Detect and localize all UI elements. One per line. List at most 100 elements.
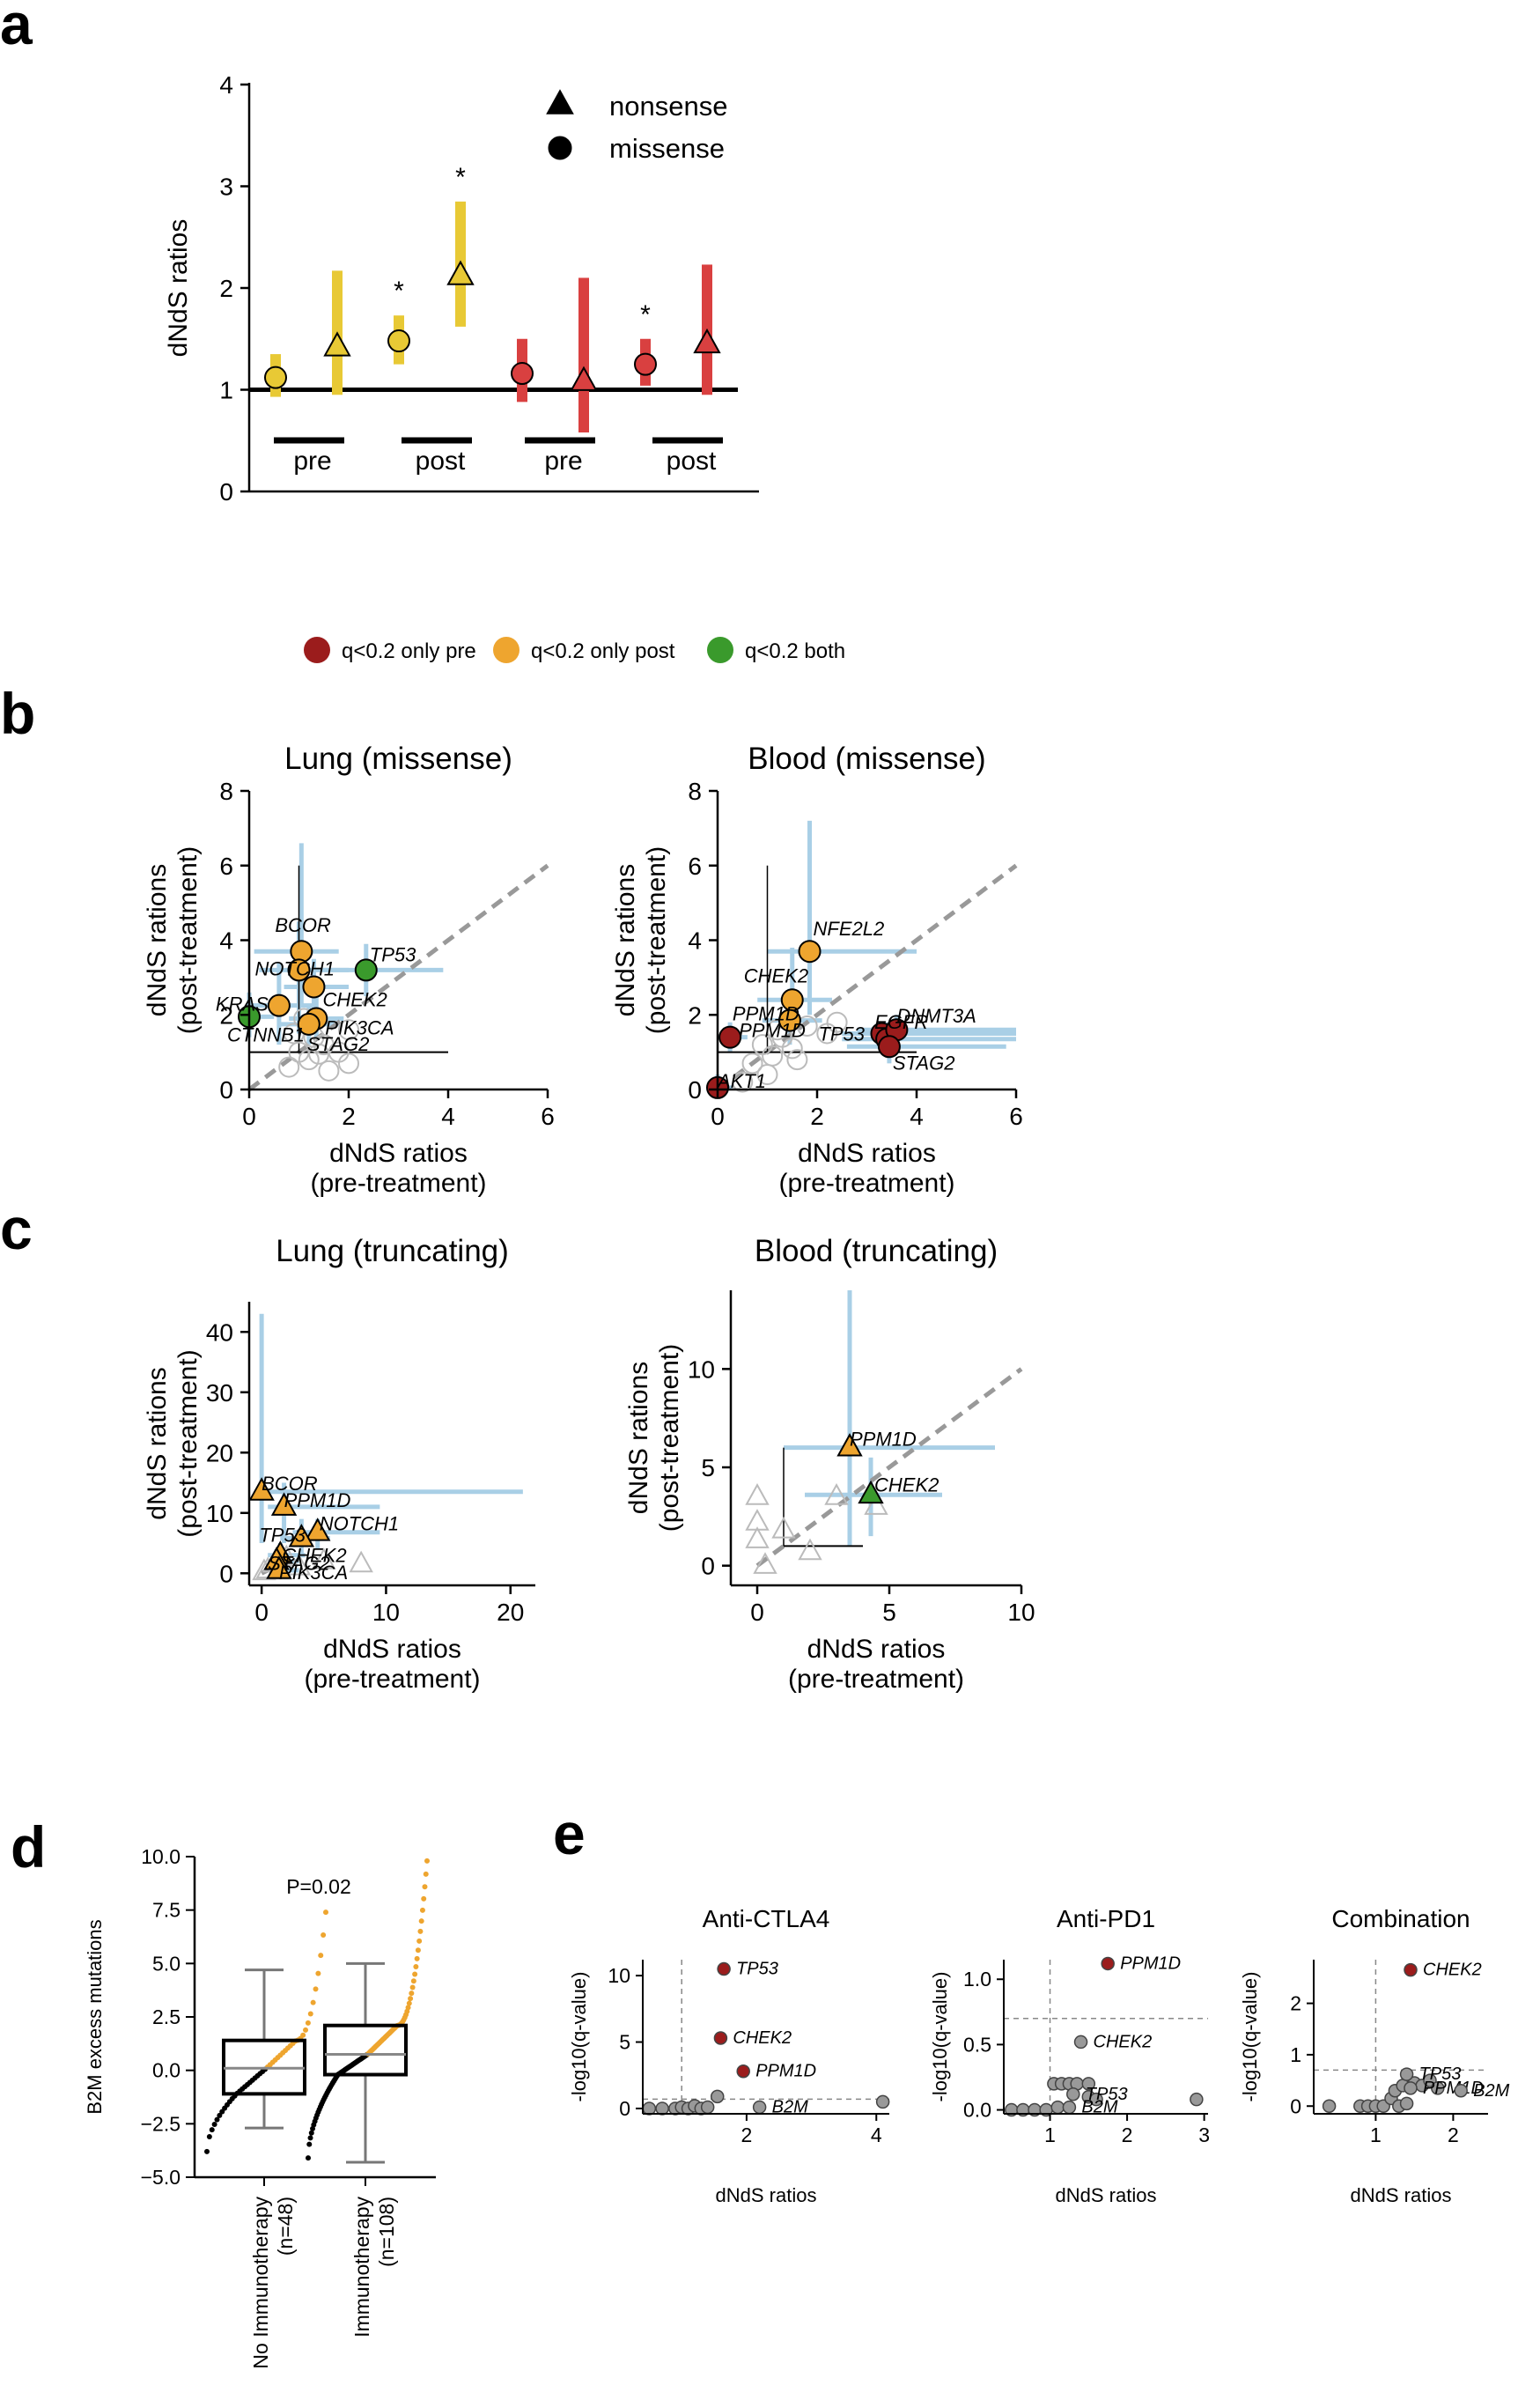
e2-y-tick-label: 0.0: [963, 2099, 991, 2122]
panel-label-b: b: [0, 681, 35, 746]
c_blood-x-tick-label: 10: [1007, 1599, 1035, 1626]
e2-point-grey: [1190, 2092, 1204, 2107]
d-data-dot: [418, 1918, 424, 1924]
b_blood-y-axis-label: (post-treatment): [642, 846, 671, 1034]
legend-label: q<0.2 only pre: [342, 639, 476, 663]
a-legend-label: nonsense: [609, 91, 727, 122]
d-data-dot: [300, 2032, 306, 2038]
d-data-dot: [419, 1907, 425, 1913]
a-point-nonsense: [570, 366, 598, 391]
e1-y-tick-label: 5: [619, 2031, 630, 2054]
d-group-n: (n=108): [375, 2197, 398, 2267]
b_lung-point: [287, 958, 311, 982]
legend-marker: [304, 637, 330, 663]
b_lung-point: [267, 993, 291, 1017]
d-y-tick-label: 7.5: [152, 1899, 181, 1922]
c_blood-y-axis-label: (post-treatment): [655, 1344, 684, 1532]
b_blood-nonsig-point: [816, 1023, 838, 1045]
d-y-tick-label: 2.5: [152, 2005, 181, 2028]
b_blood-y-axis-label: dNdS rations: [611, 864, 640, 1016]
c_lung-point: [305, 1518, 331, 1541]
b_lung-gene-label: PIK3CA: [325, 1016, 394, 1038]
d-data-dot: [211, 2121, 217, 2127]
d-data-dot: [315, 1970, 321, 1976]
panel-label-d: d: [11, 1814, 46, 1880]
b_blood-y-tick-label: 2: [688, 1001, 702, 1029]
d-y-tick-label: −2.5: [141, 2112, 181, 2135]
d-data-dot: [209, 2127, 215, 2133]
b_blood-x-axis-label: (pre-treatment): [778, 1169, 954, 1198]
d-data-dot: [214, 2116, 220, 2123]
b_blood-nonsig-point: [741, 1052, 763, 1075]
d-y-tick-label: −5.0: [141, 2166, 181, 2189]
a-y-tick-label: 2: [219, 275, 233, 302]
c_lung-title: Lung (truncating): [276, 1234, 509, 1268]
b_lung-x-tick-label: 0: [242, 1103, 256, 1130]
c_blood-y-tick-label: 10: [688, 1355, 715, 1383]
b_blood-title: Blood (missense): [748, 742, 985, 776]
d-data-dot: [413, 1963, 419, 1969]
e1-gene-label: B2M: [772, 2097, 808, 2116]
d-y-tick-label: 5.0: [152, 1952, 181, 1975]
e3-y-tick-label: 2: [1290, 1992, 1301, 2015]
b_blood-gene-label: TP53: [818, 1023, 865, 1045]
e3-point-grey: [1322, 2099, 1337, 2113]
b_lung-y-tick-label: 8: [219, 778, 233, 805]
e2-point: [1062, 2100, 1077, 2115]
a-point-nonsense: [323, 331, 351, 357]
c_lung-y-tick-label: 40: [206, 1318, 233, 1346]
c_lung-nonsig-point: [312, 1547, 336, 1569]
a-significance-star: *: [455, 163, 466, 192]
e3-gene-label: TP53: [1419, 2064, 1462, 2084]
a-legend-label: missense: [609, 133, 725, 164]
d-data-dot: [423, 1871, 429, 1877]
e1-point-grey: [875, 2094, 890, 2109]
b_lung-gene-label: BCOR: [275, 914, 331, 936]
c_blood-nonsig-point: [864, 1493, 888, 1515]
b_blood-gene-label: NFE2L2: [814, 918, 885, 940]
d-data-dot: [406, 2000, 412, 2006]
c_lung-gene-label: STAG2: [268, 1553, 330, 1575]
b_blood-y-tick-label: 8: [688, 778, 702, 805]
d-data-dot: [409, 1990, 415, 1997]
b_lung-point: [297, 1012, 321, 1036]
d-data-dot: [323, 1909, 328, 1916]
c_blood-x-tick-label: 5: [882, 1599, 896, 1626]
b_lung-x-tick-label: 4: [441, 1103, 455, 1130]
b_lung-point: [302, 975, 326, 999]
c_lung-y-axis-label: dNdS rations: [143, 1367, 172, 1519]
c_lung-x-tick-label: 0: [254, 1599, 269, 1626]
e3-point: [1404, 2081, 1418, 2095]
b_lung-nonsig-point: [338, 1052, 359, 1075]
c_blood-nonsig-point: [753, 1552, 777, 1574]
e2-point: [1101, 1956, 1115, 1971]
d-data-dot: [410, 1978, 416, 1984]
d-data-dot: [318, 1953, 324, 1959]
b_lung-y-axis-label: dNdS rations: [143, 864, 172, 1016]
c_blood-nonsig-point: [771, 1517, 796, 1539]
a-y-tick-label: 1: [219, 377, 233, 404]
a-point-missense: [511, 362, 534, 386]
c_blood-diagonal: [755, 1367, 1023, 1568]
b_blood-gene-label: AKT1: [716, 1070, 766, 1092]
e3-gene-label: PPM1D: [1423, 2079, 1484, 2098]
e2-point: [1066, 2087, 1080, 2101]
d-data-dot: [422, 1884, 428, 1890]
b_lung-gene-label: CHEK2: [322, 988, 387, 1010]
d-group-label: Immunotherapy: [350, 2197, 373, 2338]
c_lung-y-tick-label: 10: [206, 1500, 233, 1527]
e1-x-tick-label: 4: [871, 2123, 882, 2146]
e2-gene-label: TP53: [1086, 2085, 1128, 2104]
c_blood-point: [858, 1480, 884, 1504]
c_blood-nonsig-point: [745, 1483, 770, 1505]
e1-point-grey: [710, 2089, 725, 2104]
e3-y-axis-label: -log10(q-value): [1239, 1972, 1261, 2102]
e2-gene-label: B2M: [1081, 2098, 1117, 2117]
b_blood-y-tick-label: 0: [688, 1076, 702, 1104]
c_lung-y-tick-label: 30: [206, 1379, 233, 1407]
d-y-tick-label: 10.0: [141, 1845, 181, 1868]
c_blood-y-axis-label: dNdS rations: [624, 1362, 653, 1514]
c_blood-nonsig-point: [745, 1526, 770, 1548]
b_lung-gene-label: NOTCH1: [255, 957, 335, 979]
d-data-dot: [414, 1955, 420, 1961]
